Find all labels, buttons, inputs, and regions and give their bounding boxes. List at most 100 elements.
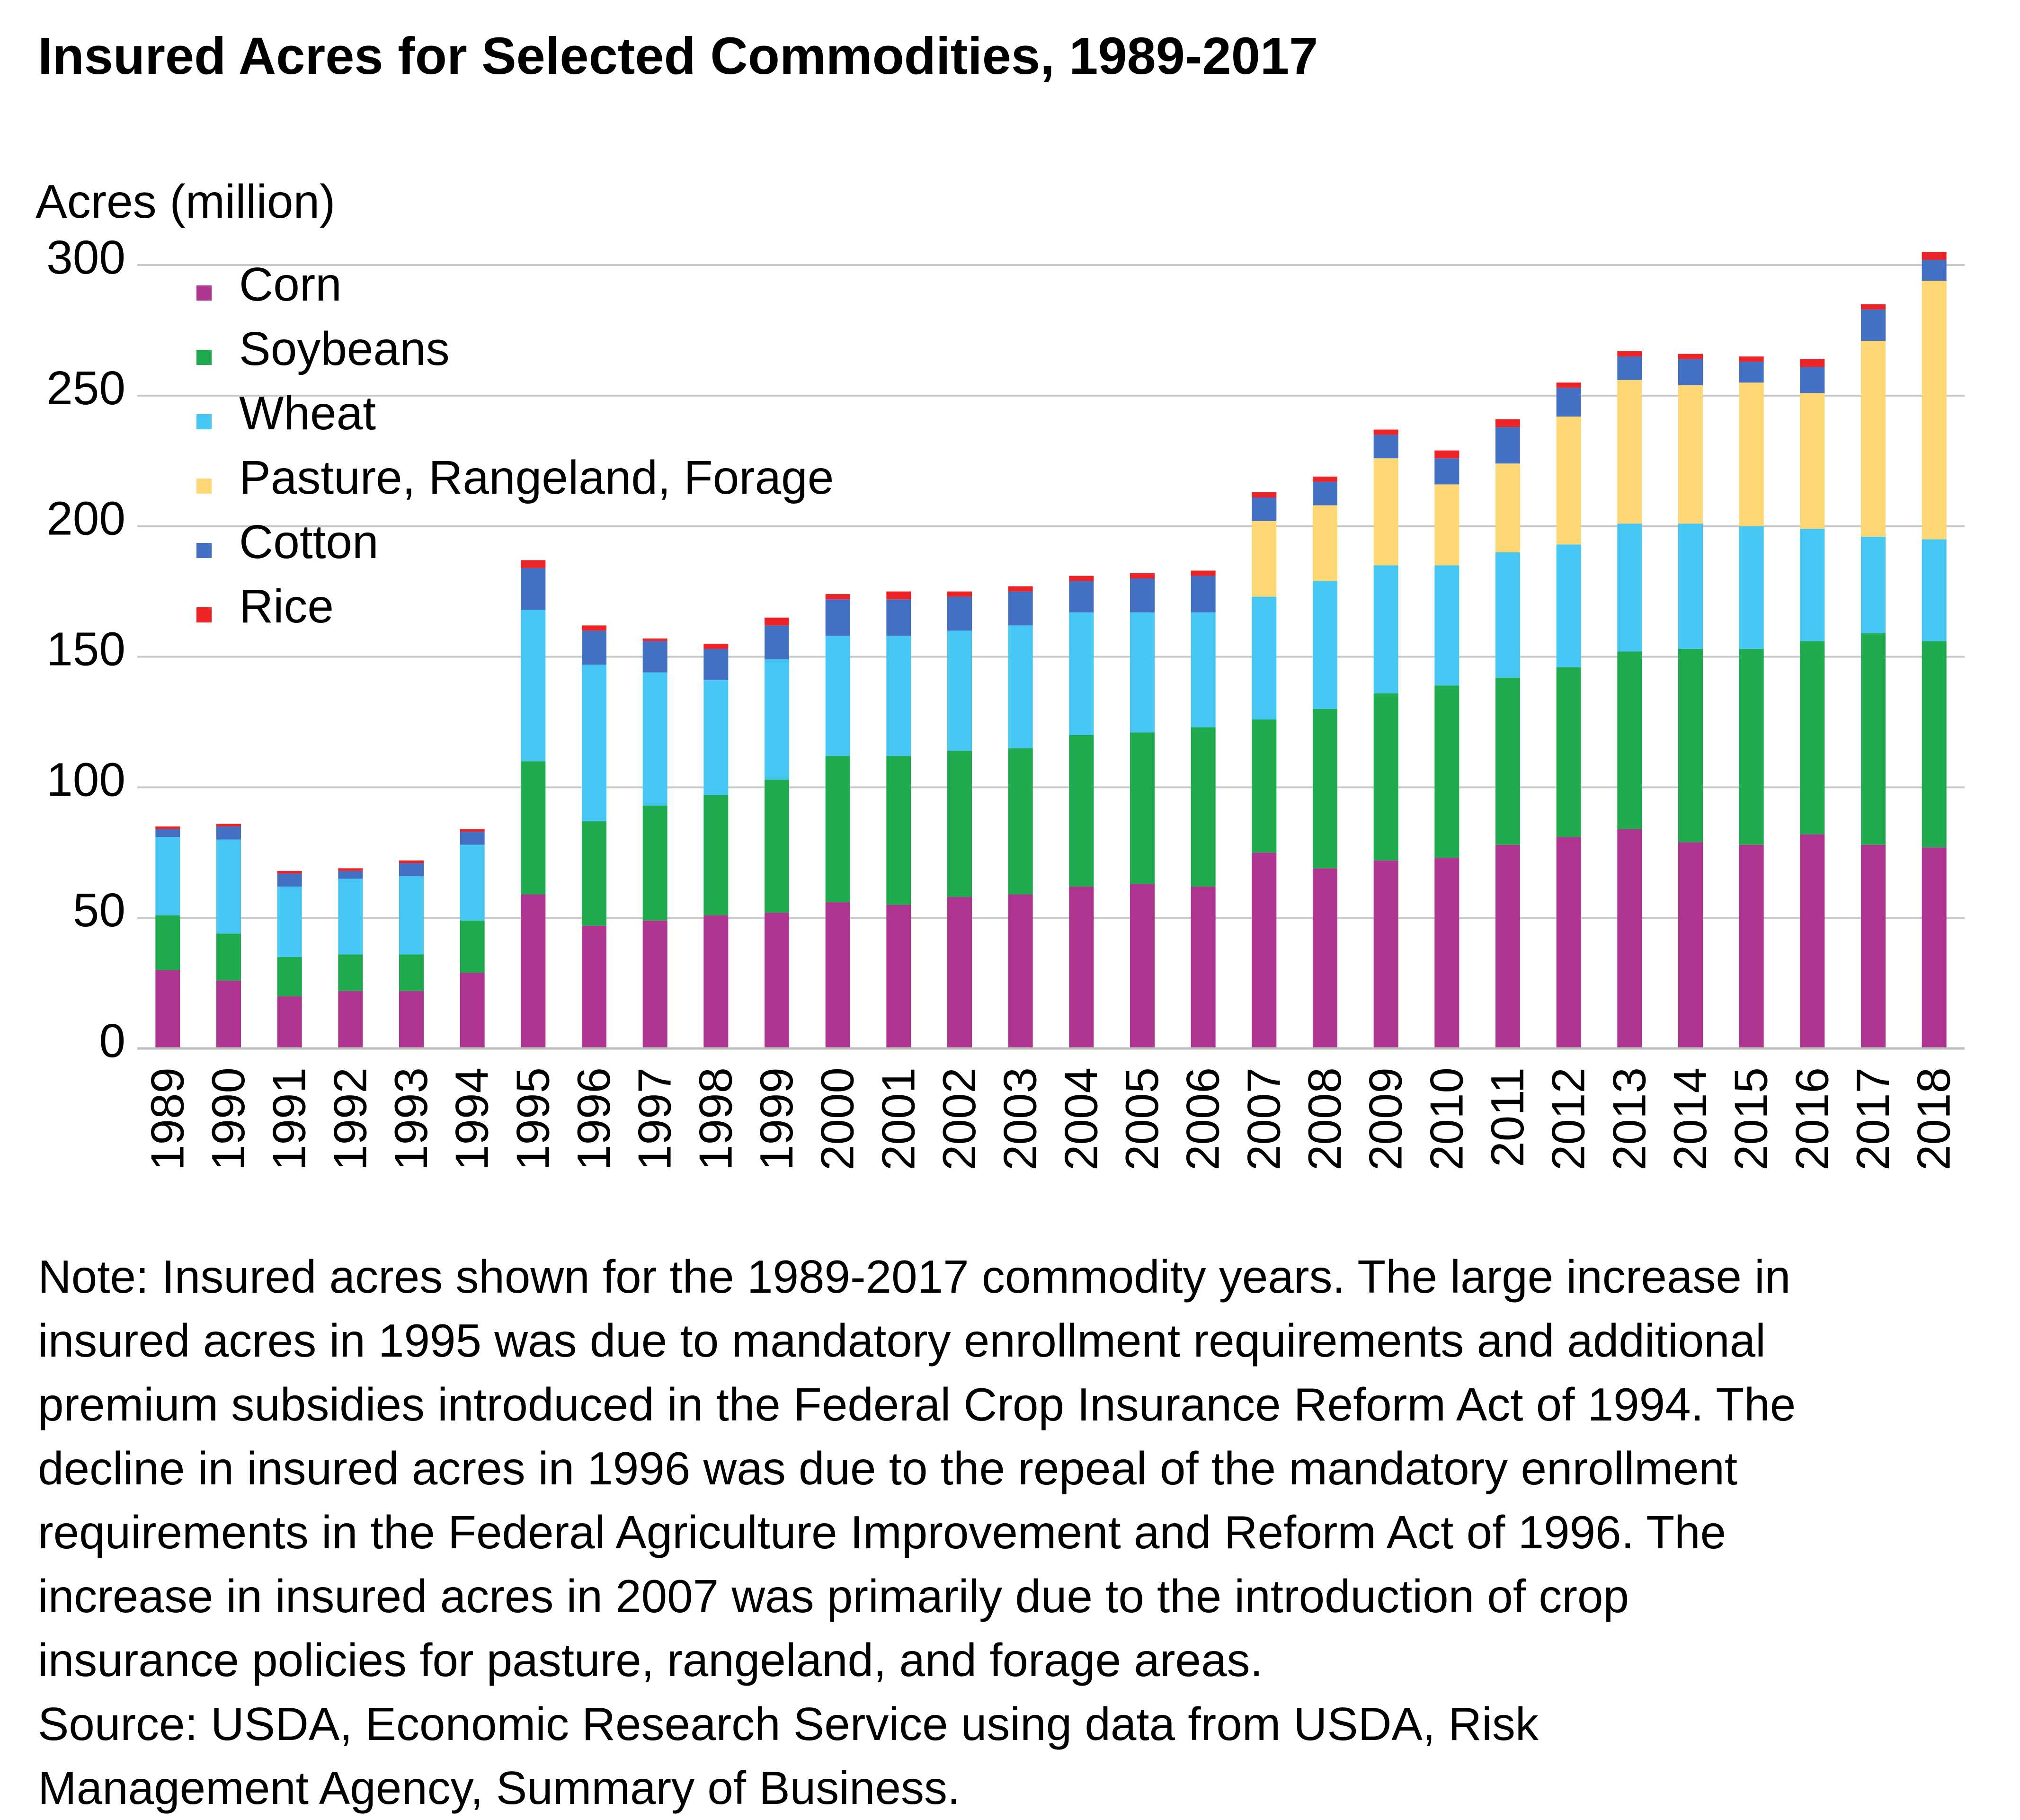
bar-segment-wheat (1495, 552, 1520, 678)
bar-segment-wheat (1130, 612, 1155, 733)
bar-segment-wheat (825, 636, 850, 756)
x-tick-label: 1997 (629, 1067, 681, 1171)
bar-segment-soybeans (216, 933, 241, 981)
bar-segment-cotton (1800, 367, 1825, 393)
bar-segment-soybeans (460, 920, 485, 973)
bars (155, 252, 1947, 1048)
bar-segment-cotton (642, 641, 667, 673)
bar-segment-soybeans (1008, 748, 1033, 895)
legend-label: Soybeans (239, 322, 450, 375)
bar-segment-cotton (703, 648, 729, 681)
bar-segment-soybeans (1495, 677, 1520, 845)
source-line: Source: USDA, Economic Research Service … (38, 1698, 1539, 1750)
bar-segment-rice (1434, 450, 1459, 459)
chart-title: Insured Acres for Selected Commodities, … (38, 27, 1318, 85)
source-line: Management Agency, Summary of Business. (38, 1762, 961, 1814)
x-tick-label: 2016 (1786, 1067, 1838, 1171)
note-line: requirements in the Federal Agriculture … (38, 1506, 1726, 1558)
bar-segment-soybeans (1191, 727, 1216, 887)
x-tick-label: 1991 (263, 1067, 315, 1171)
bar-segment-corn (1861, 844, 1886, 1048)
x-tick-label: 1994 (446, 1067, 498, 1171)
bar-segment-cotton (277, 873, 302, 887)
bar-segment-rice (1069, 576, 1094, 581)
bar-segment-wheat (338, 879, 363, 955)
bar-segment-pasture-rangeland-forage (1617, 380, 1642, 524)
bar-segment-pasture-rangeland-forage (1739, 382, 1764, 526)
bar-segment-corn (642, 920, 667, 1048)
bar-segment-cotton (1617, 356, 1642, 380)
y-tick-label: 0 (99, 1014, 125, 1067)
bar-segment-cotton (338, 870, 363, 879)
bar-segment-corn (338, 991, 363, 1048)
y-tick-label: 150 (46, 623, 125, 676)
bar-segment-corn (155, 970, 180, 1048)
bar-segment-soybeans (825, 756, 850, 903)
bar-segment-soybeans (1130, 732, 1155, 884)
bar-segment-pasture-rangeland-forage (1678, 385, 1703, 524)
bar-segment-soybeans (1373, 693, 1398, 861)
bar-segment-wheat (886, 636, 911, 756)
bar-segment-rice (582, 625, 606, 631)
bar-segment-pasture-rangeland-forage (1556, 416, 1581, 545)
bar-segment-corn (1922, 847, 1947, 1048)
x-tick-label: 1992 (324, 1067, 376, 1171)
note-text: Note: Insured acres shown for the 1989-2… (38, 1245, 2002, 1692)
bar-segment-soybeans (1252, 719, 1277, 853)
bar-segment-rice (642, 638, 667, 641)
x-tick-label: 2007 (1237, 1067, 1290, 1171)
bar-segment-rice (1495, 419, 1520, 427)
legend-label: Pasture, Rangeland, Forage (239, 451, 834, 504)
bar-segment-rice (1008, 586, 1033, 592)
bar-segment-corn (399, 991, 424, 1048)
bar-segment-cotton (1130, 578, 1155, 613)
source-text: Source: USDA, Economic Research Service … (38, 1692, 2002, 1820)
x-tick-label: 1999 (750, 1067, 802, 1171)
x-tick-label: 1998 (689, 1067, 741, 1171)
bar-segment-cotton (947, 596, 972, 631)
bar-segment-wheat (1191, 612, 1216, 728)
bar-segment-wheat (155, 837, 180, 915)
bar-segment-rice (886, 591, 911, 600)
x-tick-label: 2002 (933, 1067, 985, 1171)
bar-segment-cotton (886, 599, 911, 636)
bar-segment-corn (1617, 829, 1642, 1048)
bar-segment-rice (1739, 356, 1764, 362)
bar-segment-corn (1678, 842, 1703, 1048)
bar-segment-corn (947, 897, 972, 1048)
bar-segment-wheat (1861, 536, 1886, 633)
bar-segment-soybeans (155, 915, 180, 970)
bar-segment-rice (1130, 573, 1155, 578)
legend-label: Corn (239, 258, 342, 311)
legend-label: Rice (239, 580, 334, 633)
legend: Corn Soybeans Wheat Pasture, Rangeland, For… (196, 258, 834, 633)
bar-segment-corn (1373, 860, 1398, 1048)
x-tick-label: 1993 (385, 1067, 437, 1171)
bar-segment-corn (277, 996, 302, 1048)
bar-segment-rice (947, 591, 972, 597)
bar-segment-corn (1495, 844, 1520, 1048)
bar-segment-rice (1556, 382, 1581, 388)
bar-segment-wheat (1008, 625, 1033, 748)
bar-segment-wheat (1739, 526, 1764, 649)
note-line: increase in insured acres in 2007 was pr… (38, 1570, 1629, 1622)
bar-segment-pasture-rangeland-forage (1313, 505, 1337, 581)
x-tick-label: 2006 (1177, 1067, 1229, 1171)
x-tick-label: 2017 (1847, 1067, 1899, 1171)
bar-segment-rice (1313, 476, 1337, 482)
bar-segment-rice (521, 560, 546, 568)
bar-segment-cotton (1922, 259, 1947, 281)
bar-segment-cotton (521, 568, 546, 610)
bar-segment-wheat (460, 844, 485, 921)
bar-segment-rice (1191, 570, 1216, 576)
bar-segment-rice (277, 870, 302, 874)
bar-segment-corn (216, 980, 241, 1048)
bar-segment-cotton (582, 630, 606, 665)
bar-segment-wheat (1556, 544, 1581, 667)
note-line: premium subsidies introduced in the Fede… (38, 1378, 1796, 1430)
bar-segment-soybeans (1434, 685, 1459, 858)
bar-segment-soybeans (277, 957, 302, 996)
x-tick-label: 1989 (141, 1067, 193, 1171)
bar-segment-cotton (1373, 435, 1398, 459)
